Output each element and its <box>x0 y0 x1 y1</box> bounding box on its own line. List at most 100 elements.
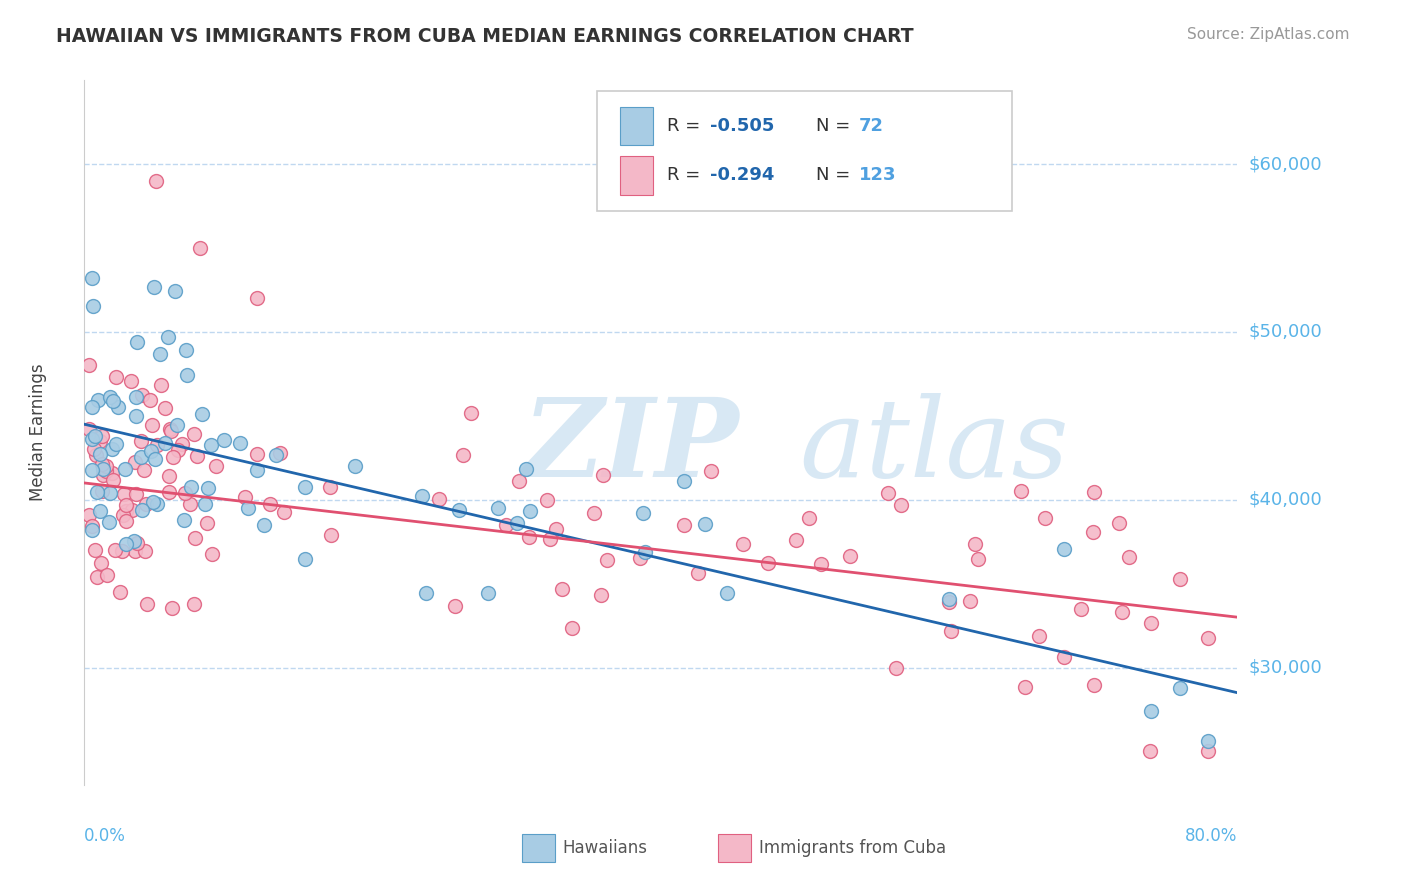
Text: 123: 123 <box>859 167 897 185</box>
Point <box>591 588 613 602</box>
Point <box>91 428 114 442</box>
Point <box>125 486 148 500</box>
Point <box>1111 605 1133 619</box>
Point <box>246 292 269 306</box>
Bar <box>523 834 555 863</box>
Point <box>89 447 111 461</box>
Point <box>134 543 156 558</box>
Point <box>156 330 179 344</box>
Point <box>561 621 583 635</box>
Point <box>453 448 475 462</box>
Text: Source: ZipAtlas.com: Source: ZipAtlas.com <box>1187 27 1350 42</box>
Point <box>1033 510 1056 524</box>
Point <box>159 422 181 436</box>
Point <box>544 522 567 536</box>
Point <box>162 450 184 465</box>
Text: atlas: atlas <box>799 393 1069 500</box>
Point <box>101 467 124 481</box>
Point <box>174 486 197 500</box>
Point <box>967 552 990 566</box>
Point <box>194 498 217 512</box>
Point <box>191 407 214 421</box>
Point <box>188 241 211 255</box>
Point <box>166 418 188 433</box>
Point <box>214 434 236 448</box>
Point <box>294 551 316 566</box>
Point <box>238 500 260 515</box>
Point <box>124 455 146 469</box>
Text: 72: 72 <box>859 117 884 135</box>
Point <box>114 462 136 476</box>
Point <box>938 591 960 606</box>
Point <box>427 491 450 506</box>
Point <box>80 270 103 285</box>
Point <box>125 409 148 423</box>
Point <box>131 503 153 517</box>
Point <box>104 543 127 558</box>
Point <box>142 495 165 509</box>
Point <box>160 424 183 438</box>
Point <box>115 504 138 518</box>
Point <box>1083 484 1105 499</box>
Point <box>716 586 738 600</box>
Point <box>536 492 558 507</box>
Point <box>111 544 134 558</box>
Bar <box>620 156 652 194</box>
Text: ZIP: ZIP <box>523 393 740 500</box>
Point <box>184 531 207 545</box>
Point <box>89 434 111 448</box>
Point <box>129 450 152 465</box>
Point <box>941 624 963 639</box>
Point <box>80 463 103 477</box>
Point <box>170 437 193 451</box>
Point <box>785 533 807 548</box>
Point <box>86 484 108 499</box>
Point <box>90 458 112 472</box>
Point <box>319 527 342 541</box>
Point <box>77 508 100 522</box>
Point <box>197 481 219 495</box>
Point <box>167 443 190 458</box>
Point <box>84 429 107 443</box>
Point <box>101 442 124 457</box>
Text: 0.0%: 0.0% <box>84 827 127 846</box>
Point <box>508 474 530 488</box>
Point <box>108 585 131 599</box>
Point <box>1198 632 1220 646</box>
Point <box>114 514 136 528</box>
Point <box>82 299 104 313</box>
Point <box>444 599 467 614</box>
Point <box>200 438 222 452</box>
Point <box>136 597 159 611</box>
Point <box>1118 550 1140 565</box>
Point <box>115 536 138 550</box>
Text: Median Earnings: Median Earnings <box>30 364 48 501</box>
Point <box>797 511 820 525</box>
Point <box>98 486 121 500</box>
Point <box>129 434 152 449</box>
Point <box>634 544 657 558</box>
Point <box>1028 629 1050 643</box>
FancyBboxPatch shape <box>598 91 1012 211</box>
Point <box>1053 541 1076 556</box>
Point <box>253 517 276 532</box>
Point <box>877 486 900 500</box>
Bar <box>718 834 751 863</box>
Point <box>80 523 103 537</box>
Point <box>101 394 124 409</box>
Point <box>592 468 614 483</box>
Point <box>264 448 287 462</box>
Point <box>139 393 162 408</box>
Point <box>731 536 754 550</box>
Text: R =: R = <box>666 117 706 135</box>
Point <box>810 557 832 571</box>
Point <box>183 598 205 612</box>
Point <box>145 497 167 511</box>
Point <box>112 508 135 522</box>
Point <box>142 279 165 293</box>
Point <box>246 447 269 461</box>
Point <box>1139 744 1161 758</box>
Point <box>149 377 172 392</box>
Point <box>246 463 269 477</box>
Point <box>959 594 981 608</box>
